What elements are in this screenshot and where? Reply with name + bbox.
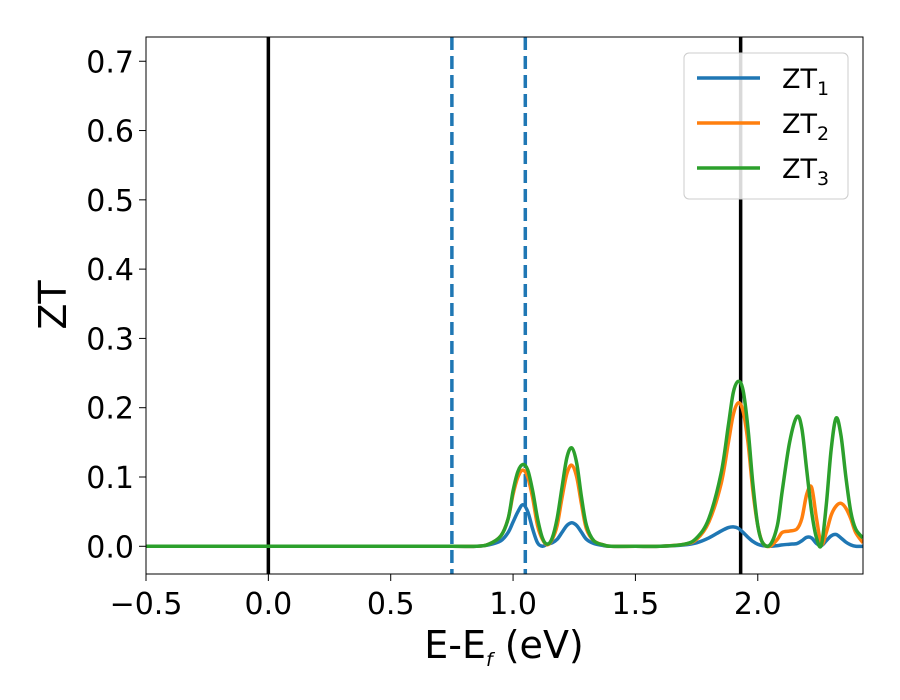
legend: ZT1 ZT2 ZT3: [683, 52, 849, 200]
y-tick-label: 0.7: [86, 45, 134, 80]
y-axis-ticks: 0.0 0.1 0.2 0.3 0.4 0.5 0.6 0.7: [86, 45, 146, 565]
x-tick-label: 0.0: [244, 587, 292, 622]
legend-box: [683, 52, 849, 200]
x-tick-label: 1.5: [612, 587, 660, 622]
y-tick-label: 0.6: [86, 115, 134, 150]
legend-label-zt3: ZT3: [782, 154, 829, 190]
series-line-zt3: [146, 379, 863, 549]
x-tick-label: 0.5: [367, 587, 415, 622]
y-tick-label: 0.3: [86, 322, 134, 357]
y-tick-label: 0.5: [86, 184, 134, 219]
y-tick-label: 0.0: [86, 530, 134, 565]
legend-label-zt1: ZT1: [782, 64, 829, 100]
y-tick-label: 0.1: [86, 461, 134, 496]
series-lines: [146, 379, 863, 549]
x-axis-label: E-Ef (eV): [424, 623, 584, 671]
x-tick-label: −0.5: [110, 587, 183, 622]
legend-label-zt2: ZT2: [782, 109, 829, 145]
x-axis-ticks: −0.5 0.0 0.5 1.0 1.5 2.0: [110, 574, 782, 622]
plot-frame: [145, 36, 864, 575]
x-tick-label: 2.0: [734, 587, 782, 622]
y-tick-label: 0.4: [86, 253, 134, 288]
y-tick-label: 0.2: [86, 392, 134, 427]
y-axis-label: ZT: [31, 280, 75, 330]
x-tick-label: 1.0: [489, 587, 537, 622]
